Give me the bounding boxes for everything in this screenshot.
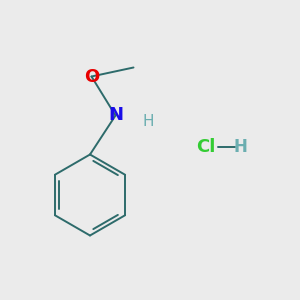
Text: Cl: Cl [196,138,215,156]
Text: H: H [233,138,247,156]
Text: N: N [108,106,123,124]
Text: H: H [142,114,154,129]
Text: O: O [84,68,99,85]
